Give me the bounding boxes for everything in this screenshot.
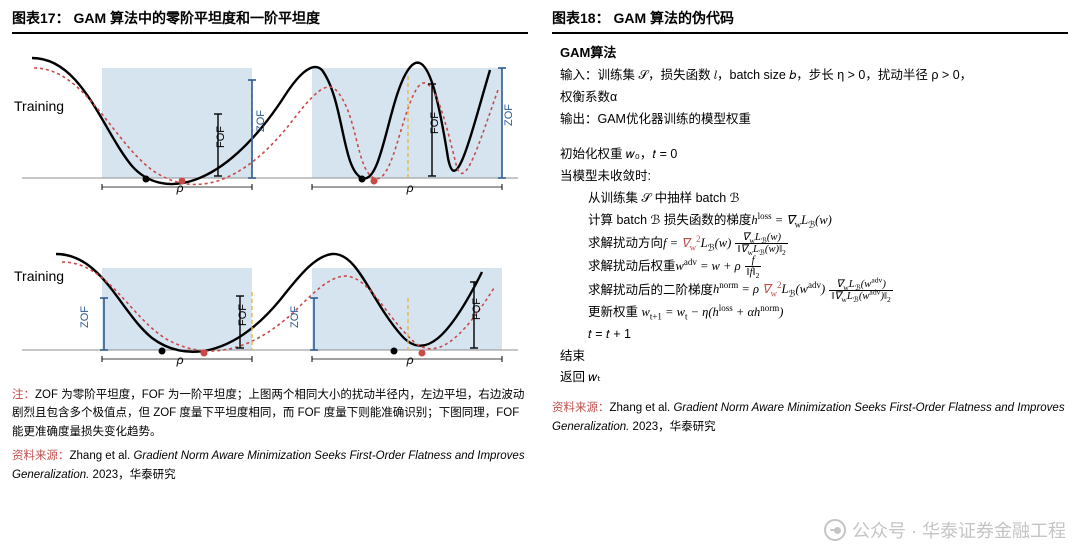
svg-text:FOF: FOF	[471, 298, 483, 320]
source-a-right: Zhang et al.	[610, 402, 674, 414]
algo-hnorm: 求解扰动后的二阶梯度hnorm = ρ ∇w2Lℬ(wadv) ∇wLℬ(wad…	[560, 279, 1060, 302]
svg-text:ZOF: ZOF	[255, 110, 267, 132]
algo-wadv: 求解扰动后权重wadv = w + ρ f‖f‖2	[560, 255, 1060, 278]
svg-text:FOF: FOF	[429, 112, 441, 134]
page-root: 图表17： GAM 算法中的零阶平坦度和一阶平坦度 Training Testi…	[0, 0, 1080, 553]
svg-text:FOF: FOF	[237, 304, 249, 326]
svg-text:ρ: ρ	[176, 353, 184, 367]
svg-text:ρ: ρ	[406, 353, 414, 367]
algorithm-box: GAM算法 输入：训练集 𝒮，损失函数 𝑙，batch size 𝑏，步长 η …	[552, 40, 1068, 389]
flatness-svg: ZOF ZOF FOF FOF ρ ρ ZOF ZOF FOF FOF ρ ρ	[12, 40, 528, 370]
svg-text:FOF: FOF	[215, 126, 227, 148]
algo-update: 更新权重 wt+1 = wt − η(hloss + αhnorm)	[560, 302, 1060, 324]
svg-text:ZOF: ZOF	[79, 306, 91, 328]
svg-text:ρ: ρ	[176, 181, 184, 195]
algo-while: 当模型未收敛时:	[560, 166, 1060, 188]
figure-18-panel: 图表18： GAM 算法的伪代码 GAM算法 输入：训练集 𝒮，损失函数 𝑙，b…	[540, 0, 1080, 553]
algo-hloss: 计算 batch ℬ 损失函数的梯度hloss = ∇wLℬ(w)	[560, 210, 1060, 232]
figure-18-title: 图表18： GAM 算法的伪代码	[552, 8, 1068, 34]
algo-title: GAM算法	[560, 42, 1060, 65]
svg-text:ZOF: ZOF	[289, 306, 301, 328]
source-c-right: 2023，华泰研究	[629, 421, 715, 433]
source-c-left: 2023，华泰研究	[89, 469, 175, 481]
source-a-left: Zhang et al.	[70, 450, 134, 462]
watermark-text: 公众号 · 华泰证券金融工程	[852, 517, 1066, 543]
note-label: 注：	[12, 389, 35, 401]
note-body: ZOF 为零阶平坦度，FOF 为一阶平坦度；上图两个相同大小的扰动半径内，左边平…	[12, 389, 524, 438]
algo-sample: 从训练集 𝒮 中抽样 batch ℬ	[560, 188, 1060, 210]
figure-17-note: 注：ZOF 为零阶平坦度，FOF 为一阶平坦度；上图两个相同大小的扰动半径内，左…	[12, 386, 528, 441]
figure-17-title: 图表17： GAM 算法中的零阶平坦度和一阶平坦度	[12, 8, 528, 34]
figure-17-source: 资料来源：Zhang et al. Gradient Norm Aware Mi…	[12, 447, 528, 484]
watermark: 公众号 · 华泰证券金融工程	[824, 517, 1066, 543]
algo-fdir: 求解扰动方向f = ∇w2Lℬ(w) ∇wLℬ(w)‖∇wLℬ(w)‖2	[560, 232, 1060, 255]
source-label-left: 资料来源：	[12, 450, 70, 462]
figure-18-source: 资料来源：Zhang et al. Gradient Norm Aware Mi…	[552, 399, 1068, 436]
svg-text:ρ: ρ	[406, 181, 414, 195]
algo-input1: 输入：训练集 𝒮，损失函数 𝑙，batch size 𝑏，步长 η > 0，扰动…	[560, 65, 1060, 87]
algo-end: 结束	[560, 346, 1060, 368]
algo-t: 𝑡 = 𝑡 + 1	[560, 324, 1060, 346]
algo-input2: 权衡系数α	[560, 87, 1060, 109]
wechat-icon	[824, 519, 846, 541]
figure-17-panel: 图表17： GAM 算法中的零阶平坦度和一阶平坦度 Training Testi…	[0, 0, 540, 553]
algo-return: 返回 𝑤ₜ	[560, 367, 1060, 389]
source-label-right: 资料来源：	[552, 402, 610, 414]
algo-output: 输出：GAM优化器训练的模型权重	[560, 109, 1060, 131]
svg-text:ZOF: ZOF	[503, 104, 515, 126]
figure-17-chart: Training Testing Training Testing ZOFZOF…	[12, 40, 528, 380]
algo-init: 初始化权重 𝑤₀，𝑡 = 0	[560, 144, 1060, 166]
